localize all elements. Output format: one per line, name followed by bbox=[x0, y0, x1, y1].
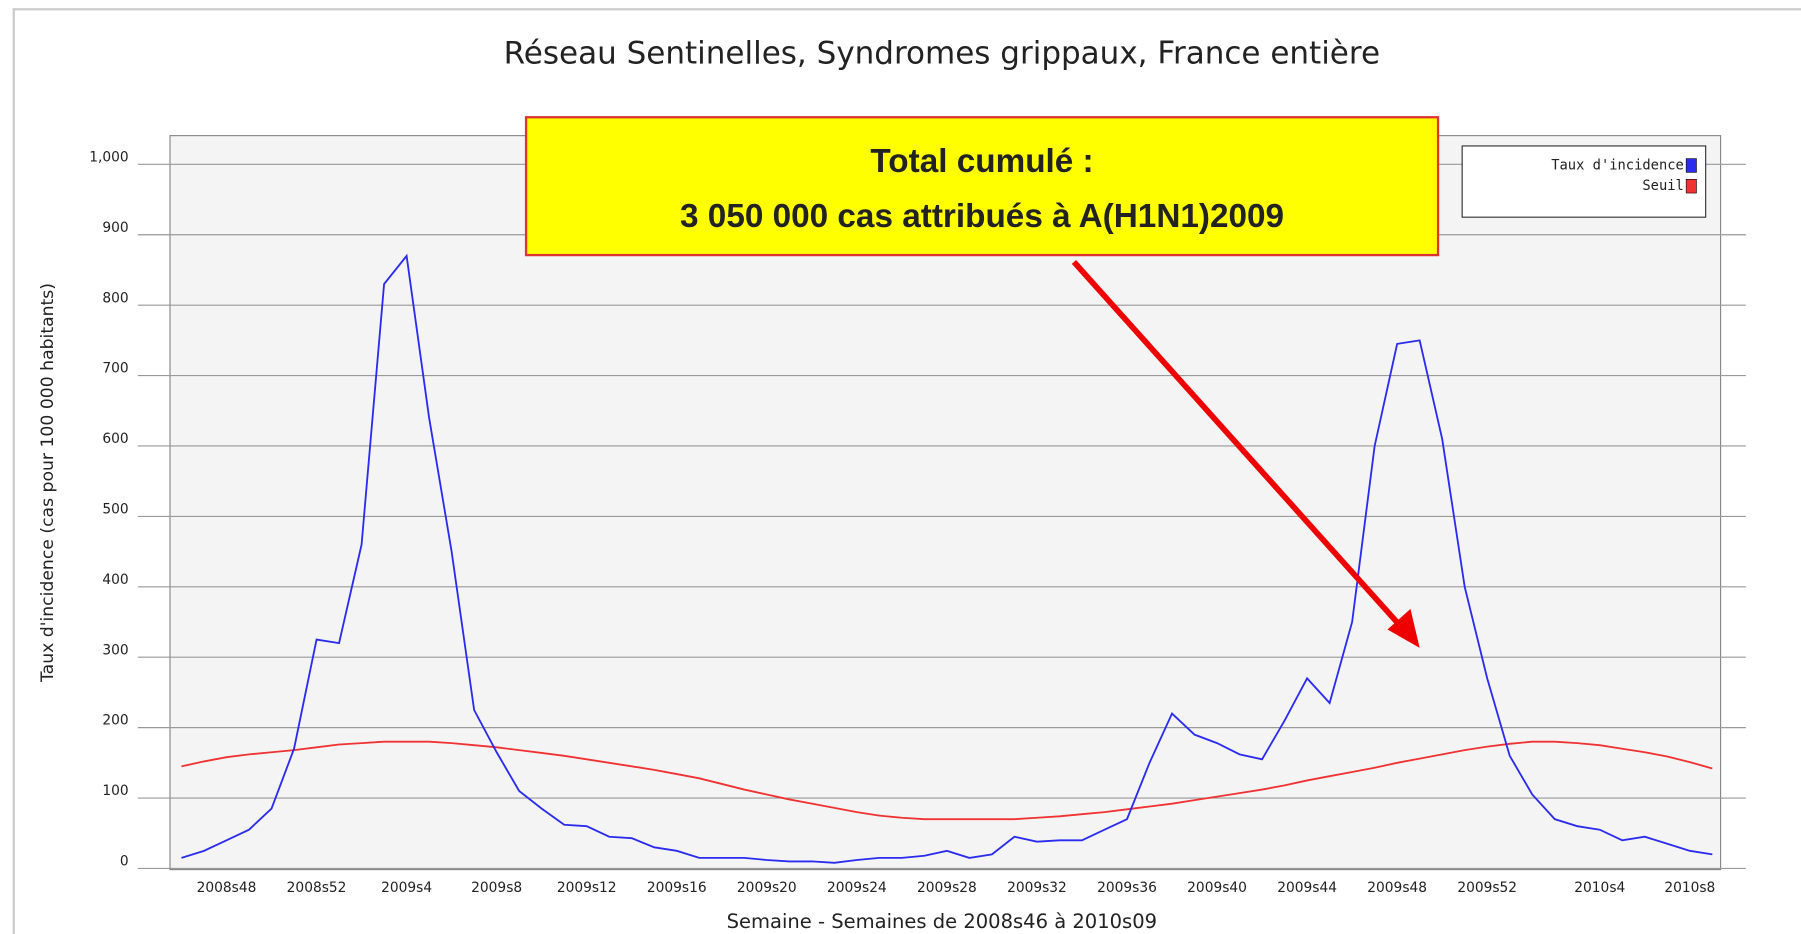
legend-box bbox=[1461, 145, 1707, 218]
y-tick-label: 1,000 bbox=[89, 149, 128, 165]
annotation: Total cumulé : 3 050 000 cas attribués à … bbox=[524, 116, 1440, 648]
legend-label: Taux d'incidence bbox=[1551, 157, 1684, 173]
annotation-box bbox=[524, 116, 1440, 257]
legend-swatch bbox=[1685, 178, 1697, 194]
y-tick-label: 100 bbox=[102, 783, 128, 799]
x-tick-label: 2009s20 bbox=[737, 880, 797, 896]
x-tick-label: 2009s12 bbox=[557, 880, 617, 896]
y-tick-label: 700 bbox=[102, 361, 128, 377]
y-tick-label: 600 bbox=[102, 431, 128, 447]
x-tick-label: 2010s4 bbox=[1574, 880, 1625, 896]
x-tick-label: 2009s16 bbox=[647, 880, 707, 896]
y-axis-title: Taux d'incidence (cas pour 100 000 habit… bbox=[38, 283, 58, 683]
x-tick-label: 2009s8 bbox=[471, 880, 522, 896]
x-tick-label: 2009s48 bbox=[1367, 880, 1427, 896]
x-tick-label: 2010s8 bbox=[1664, 880, 1715, 896]
y-tick-label: 800 bbox=[102, 290, 128, 306]
arrow-head bbox=[1387, 608, 1420, 648]
marks: 0 100 200 300 400 500 600 700 800 900 1,000 2008s48… bbox=[89, 149, 1746, 896]
y-tick-label: 900 bbox=[102, 220, 128, 236]
x-tick-label: 2009s52 bbox=[1457, 880, 1517, 896]
annotation-text: 3 050 000 cas attribués à A(H1N1)2009 bbox=[680, 198, 1284, 235]
y-tick-label: 300 bbox=[102, 642, 128, 658]
chart-title: Réseau Sentinelles, Syndromes grippaux, … bbox=[504, 36, 1380, 72]
x-tick-label: 2009s28 bbox=[917, 880, 977, 896]
x-tick-label: 2009s24 bbox=[827, 880, 887, 896]
series-line bbox=[181, 740, 1713, 821]
x-tick-label: 2008s52 bbox=[287, 880, 347, 896]
x-tick-label: 2009s40 bbox=[1187, 880, 1247, 896]
annotation-text: Total cumulé : bbox=[870, 143, 1093, 180]
x-tick-label: 2009s44 bbox=[1277, 880, 1337, 896]
x-tick-label: 2009s32 bbox=[1007, 880, 1067, 896]
x-tick-label: 2009s36 bbox=[1097, 880, 1157, 896]
x-tick-label: 2009s4 bbox=[381, 880, 432, 896]
legend-label: Seuil bbox=[1642, 178, 1683, 194]
plot-area bbox=[169, 135, 1722, 871]
legend: Taux d'incidence Seuil bbox=[1461, 145, 1707, 218]
x-tick-label: 2008s48 bbox=[197, 880, 257, 896]
legend-swatch bbox=[1685, 158, 1697, 173]
x-axis-title: Semaine - Semaines de 2008s46 à 2010s09 bbox=[727, 910, 1157, 933]
y-tick-label: 400 bbox=[102, 572, 128, 588]
series-line bbox=[181, 253, 1713, 864]
arrow bbox=[1071, 260, 1406, 632]
y-tick-label: 500 bbox=[102, 501, 128, 517]
y-tick-label: 200 bbox=[102, 713, 128, 729]
y-tick-label: 0 bbox=[120, 854, 129, 870]
